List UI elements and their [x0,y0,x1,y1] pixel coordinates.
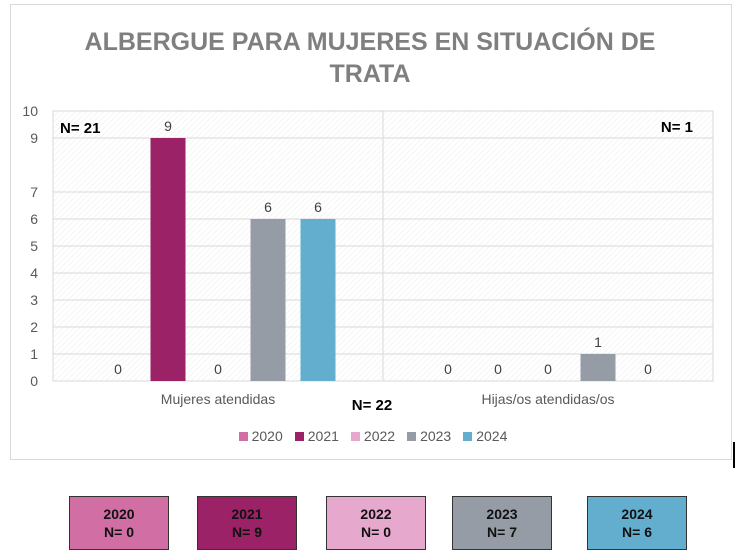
legend-item-2024: 2024 [463,428,507,444]
data-label: 0 [544,361,552,377]
data-label: 6 [264,199,272,215]
x-category-label: Hijas/os atendidas/os [481,391,614,407]
bar [150,138,186,381]
legend-item-2022: 2022 [350,428,396,444]
summary-year: 2024 [621,506,653,522]
summary-count: N= 0 [361,524,391,540]
summary-box-2021: 2021 N= 9 [197,496,297,550]
y-tick-label: 10 [22,103,38,119]
chart-title-line-1: ALBERGUE PARA MUJERES EN SITUACIÓN DE [84,28,656,56]
y-tick-label: 5 [30,238,38,254]
legend-swatch-2021 [294,431,304,441]
y-tick-label: 2 [30,319,38,335]
data-label: 0 [644,361,652,377]
y-tick-label: 7 [30,184,38,200]
chart-legend: 2020 2021 2022 2023 2024 [0,428,746,444]
data-label: 0 [114,361,122,377]
data-label: 0 [444,361,452,377]
legend-item-2023: 2023 [407,428,451,444]
chart-title-line-2: TRATA [329,60,411,88]
summary-box-2023: 2023 N= 7 [452,496,552,550]
summary-box-2022: 2022 N= 0 [326,496,426,550]
summary-year: 2022 [360,506,392,522]
x-category-label: Mujeres atendidas [161,391,275,407]
summary-year: 2020 [103,506,135,522]
legend-label-2020: 2020 [251,428,283,444]
legend-swatch-2020 [238,431,248,441]
summary-year: 2023 [486,506,518,522]
bar [250,219,286,381]
data-label: 6 [314,199,322,215]
y-tick-label: 3 [30,292,38,308]
summary-count: N= 6 [622,524,652,540]
data-label: 0 [214,361,222,377]
y-tick-label: 9 [30,130,38,146]
annotation-right-total: N= 1 [661,119,693,136]
bar [580,354,616,381]
summary-box-2024: 2024 N= 6 [587,496,687,550]
legend-label-2024: 2024 [476,428,508,444]
legend-label-2022: 2022 [363,428,396,444]
y-tick-label: 4 [30,265,38,281]
legend-item-2021: 2021 [294,428,339,444]
annotation-grand-total: N= 22 [352,397,392,414]
legend-swatch-2023 [407,431,417,441]
summary-count: N= 0 [104,524,134,540]
data-label: 0 [494,361,502,377]
y-tick-label: 6 [30,211,38,227]
legend-item-2020: 2020 [238,428,283,444]
legend-swatch-2022 [350,431,360,441]
legend-label-2021: 2021 [307,428,339,444]
legend-label-2023: 2023 [420,428,452,444]
bar [300,219,336,381]
summary-year: 2021 [231,506,263,522]
summary-count: N= 7 [487,524,517,540]
data-label: 1 [594,334,602,350]
data-label: 9 [164,118,172,134]
chart-title: ALBERGUE PARA MUJERES EN SITUACIÓN DE TR… [60,26,680,90]
edge-mark [733,442,735,468]
summary-count: N= 9 [232,524,262,540]
legend-swatch-2024 [463,431,473,441]
summary-box-2020: 2020 N= 0 [69,496,169,550]
y-tick-label: 1 [30,346,38,362]
annotation-left-total: N= 21 [60,120,100,137]
y-tick-label: 0 [30,373,38,389]
